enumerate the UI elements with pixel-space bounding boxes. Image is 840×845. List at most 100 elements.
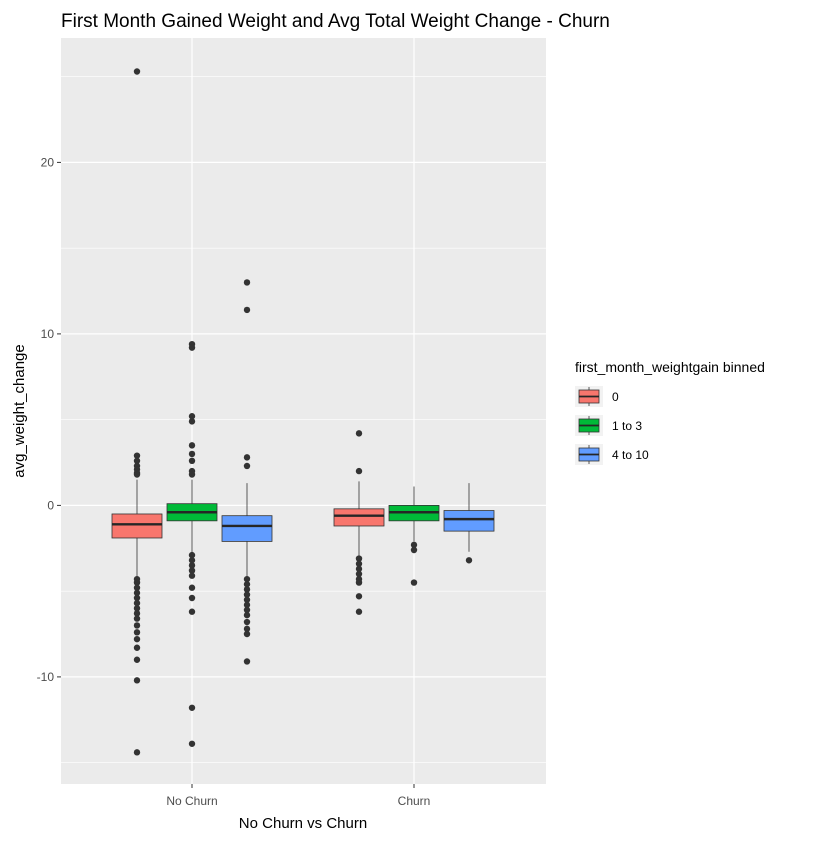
outlier-point [243,658,251,665]
box-group [388,486,440,586]
x-axis: No Churn Churn [166,784,430,808]
outlier-point [188,567,196,574]
chart-title: First Month Gained Weight and Avg Total … [61,11,610,32]
legend-item: 1 to 3 [575,415,642,436]
major-gridlines [61,38,546,784]
outlier-point [133,635,141,643]
outlier-point [188,594,196,602]
outlier-point [188,457,196,465]
y-tick-label: -10 [37,670,55,684]
plot-panel [61,38,546,784]
x-tick-label: No Churn [166,794,217,808]
legend-label: 1 to 3 [612,419,642,433]
outlier-point [355,608,363,615]
x-tick-label: Churn [398,794,431,808]
outlier-point [133,471,141,478]
outlier-point [410,579,418,586]
outlier-point [133,605,141,612]
outlier-point [133,457,141,465]
outlier-point [133,594,141,602]
outlier-point [188,562,196,569]
outlier-point [243,601,251,609]
outlier-point [133,622,141,629]
outlier-point [133,610,141,617]
y-axis-title: avg_weight_change [11,344,28,477]
y-axis: -10 0 10 20 [37,155,61,684]
outlier-point [243,279,251,286]
outlier-point [355,570,363,578]
outlier-point [188,442,196,449]
box-group [166,340,218,747]
outlier-point [133,629,141,636]
legend-item: 4 to 10 [575,444,649,465]
outlier-point [355,555,363,562]
box-iqr [443,510,495,532]
outlier-point [188,608,196,615]
legend-label: 4 to 10 [612,448,649,462]
outlier-point [410,541,418,549]
outlier-point [243,586,251,593]
boxplot-marks [111,68,495,756]
outlier-point [243,306,251,314]
outlier-point [133,579,141,586]
outlier-point [188,413,196,420]
outlier-point [188,450,196,458]
box-group [221,279,273,665]
outlier-point [133,589,141,597]
outlier-point [243,581,251,588]
outlier-point [355,593,363,600]
outlier-point [243,591,251,598]
outlier-point [133,452,141,459]
outlier-point [355,565,363,573]
box-iqr [333,508,385,527]
minor-gridlines [61,76,546,763]
outlier-point [243,596,251,603]
outlier-point [133,677,141,684]
legend-label: 0 [612,390,619,404]
outlier-point [133,644,141,651]
outlier-point [243,606,251,614]
legend-title: first_month_weightgain binned [575,359,765,375]
x-axis-title: No Churn vs Churn [239,815,367,832]
box-group [111,68,163,756]
outlier-point [243,462,251,470]
outlier-point [188,344,196,351]
outlier-point [133,68,141,75]
outlier-point [133,615,141,622]
outlier-point [133,656,141,663]
legend: first_month_weightgain binned 0 1 to 3 4 t… [575,359,765,465]
y-tick-label: 20 [41,155,55,169]
outlier-point [355,560,363,567]
outlier-point [188,740,196,747]
outlier-point [355,579,363,586]
outlier-point [133,599,141,607]
outlier-point [243,630,251,638]
y-tick-label: 0 [47,498,54,512]
y-tick-label: 10 [41,327,55,341]
outlier-point [188,471,196,478]
outlier-point [355,467,363,475]
outlier-point [188,704,196,711]
outlier-point [188,584,196,591]
outlier-point [243,625,251,633]
outlier-point [188,551,196,559]
outlier-point [243,618,251,626]
outlier-point [188,418,196,425]
outlier-point [188,557,196,564]
outlier-point [465,557,473,564]
outlier-point [355,430,363,437]
outlier-point [243,454,251,461]
legend-item: 0 [575,386,619,407]
outlier-point [133,584,141,591]
box-group [443,483,495,564]
box-iqr [111,513,163,539]
outlier-point [243,575,251,583]
outlier-point [133,749,141,756]
box-iqr [221,515,273,542]
box-group [333,430,385,615]
outlier-point [188,572,196,579]
outlier-point [410,546,418,554]
outlier-point [243,611,251,619]
